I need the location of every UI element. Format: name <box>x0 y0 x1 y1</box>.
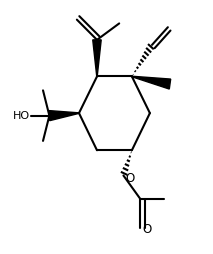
Text: O: O <box>142 223 151 236</box>
Polygon shape <box>132 76 171 89</box>
Text: HO: HO <box>13 111 30 121</box>
Polygon shape <box>49 110 79 121</box>
Text: O: O <box>126 171 135 184</box>
Polygon shape <box>93 40 101 76</box>
